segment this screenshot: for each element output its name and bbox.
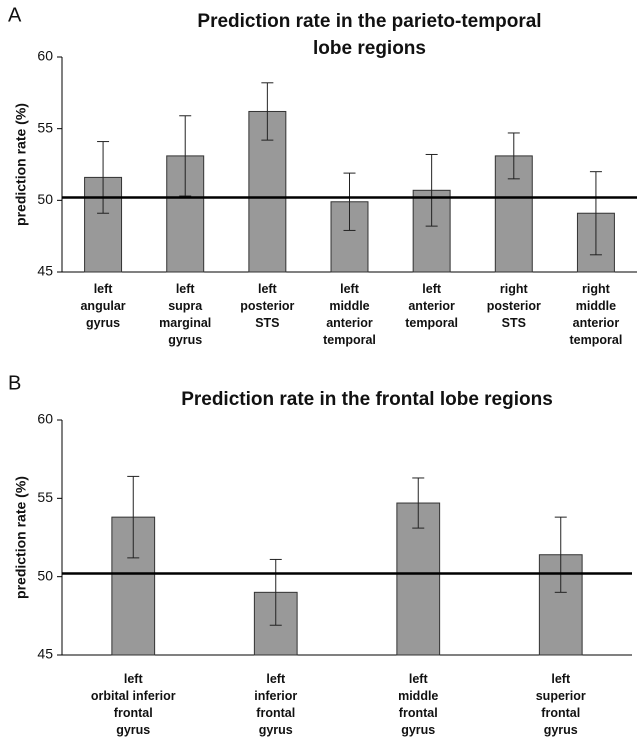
y-tick-label: 55: [37, 489, 53, 505]
x-tick-label-line: supra: [168, 299, 203, 313]
x-tick-label-line: frontal: [399, 706, 438, 720]
x-tick-label-line: middle: [329, 299, 369, 313]
y-tick-label: 60: [37, 411, 53, 427]
x-tick-label-line: right: [582, 282, 611, 296]
y-tick-label: 45: [37, 646, 53, 662]
x-tick-label-line: left: [422, 282, 442, 296]
y-axis-label: prediction rate (%): [13, 476, 29, 599]
x-tick-label: left orbital inferior frontal gyrus: [91, 672, 176, 737]
x-tick-label-line: anterior: [408, 299, 455, 313]
x-tick-label-line: gyrus: [259, 723, 293, 737]
x-tick-label-line: left: [94, 282, 114, 296]
x-tick-label-line: left: [258, 282, 278, 296]
x-tick-label: left angular gyrus: [80, 282, 125, 330]
y-tick-label: 50: [37, 191, 53, 207]
x-tick-label-line: STS: [502, 316, 526, 330]
x-tick-label-line: frontal: [114, 706, 153, 720]
x-tick-label-line: left: [551, 672, 571, 686]
x-tick-label: right middle anterior temporal: [570, 282, 623, 347]
x-tick-label: left middle frontal gyrus: [398, 672, 438, 737]
x-tick-label: left inferior frontal gyrus: [254, 672, 297, 737]
x-tick-label-line: frontal: [256, 706, 295, 720]
x-tick-label-line: middle: [576, 299, 616, 313]
x-tick-label-line: gyrus: [401, 723, 435, 737]
x-tick-label: left middle anterior temporal: [323, 282, 376, 347]
x-tick-label-line: anterior: [573, 316, 620, 330]
x-tick-label: right posterior STS: [487, 282, 541, 330]
y-tick-label: 60: [37, 48, 53, 64]
x-tick-label-line: right: [500, 282, 529, 296]
panel-label: A: [8, 4, 22, 26]
x-tick-label-line: inferior: [254, 689, 297, 703]
y-axis-label: prediction rate (%): [13, 103, 29, 226]
chart-title: lobe regions: [313, 38, 426, 59]
y-tick-label: 55: [37, 119, 53, 135]
x-tick-label-line: angular: [80, 299, 125, 313]
x-tick-label-line: STS: [255, 316, 279, 330]
x-tick-label-line: temporal: [405, 316, 458, 330]
x-tick-label-line: left: [176, 282, 196, 296]
chart-title: Prediction rate in the frontal lobe regi…: [181, 389, 553, 410]
x-tick-label-line: left: [409, 672, 429, 686]
x-tick-label-line: frontal: [541, 706, 580, 720]
y-tick-label: 50: [37, 567, 53, 583]
x-tick-label-line: middle: [398, 689, 438, 703]
panel-label: B: [8, 372, 21, 394]
x-tick-label-line: temporal: [570, 333, 623, 347]
chart-title: Prediction rate in the parieto-temporal: [197, 11, 541, 32]
x-tick-label-line: superior: [536, 689, 586, 703]
x-tick-label: left supra marginal gyrus: [159, 282, 211, 347]
x-tick-label-line: posterior: [487, 299, 541, 313]
x-tick-label: left anterior temporal: [405, 282, 458, 330]
x-tick-label-line: marginal: [159, 316, 211, 330]
x-tick-label-line: gyrus: [116, 723, 150, 737]
x-tick-label-line: left: [266, 672, 286, 686]
x-tick-label-line: anterior: [326, 316, 373, 330]
x-tick-label-line: left: [340, 282, 360, 296]
x-tick-label-line: orbital inferior: [91, 689, 176, 703]
x-tick-label-line: gyrus: [168, 333, 202, 347]
x-tick-label: left posterior STS: [240, 282, 294, 330]
y-tick-label: 45: [37, 263, 53, 279]
x-tick-label: left superior frontal gyrus: [536, 672, 586, 737]
x-tick-label-line: gyrus: [544, 723, 578, 737]
x-tick-label-line: gyrus: [86, 316, 120, 330]
x-tick-label-line: posterior: [240, 299, 294, 313]
x-tick-label-line: left: [124, 672, 144, 686]
x-tick-label-line: temporal: [323, 333, 376, 347]
